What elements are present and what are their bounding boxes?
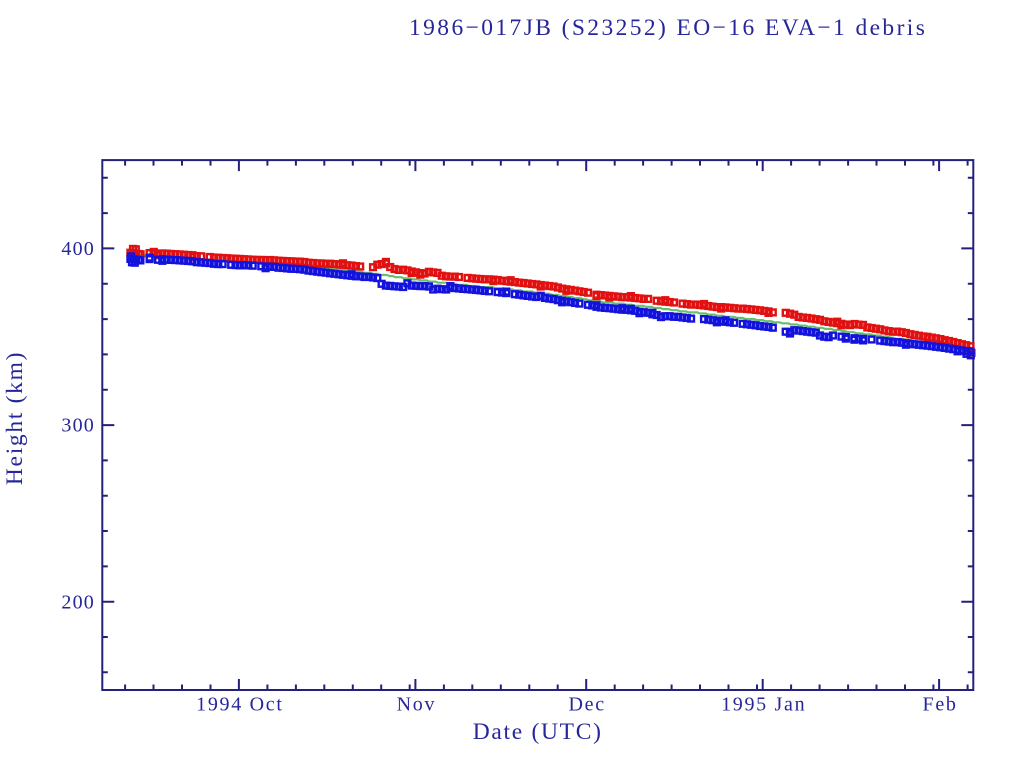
- svg-text:Nov: Nov: [397, 694, 437, 716]
- svg-text:1995 Jan: 1995 Jan: [721, 694, 806, 716]
- svg-text:400: 400: [61, 238, 95, 260]
- svg-text:Feb: Feb: [923, 694, 958, 716]
- svg-text:300: 300: [61, 415, 95, 437]
- svg-text:200: 200: [61, 591, 95, 613]
- svg-text:Height (km): Height (km): [2, 351, 28, 485]
- svg-text:1986−017JB (S23252) EO−16 EVA−: 1986−017JB (S23252) EO−16 EVA−1 debris: [409, 15, 927, 41]
- svg-text:Dec: Dec: [569, 694, 606, 716]
- svg-text:1994 Oct: 1994 Oct: [196, 694, 283, 716]
- svg-text:Date (UTC): Date (UTC): [473, 719, 603, 745]
